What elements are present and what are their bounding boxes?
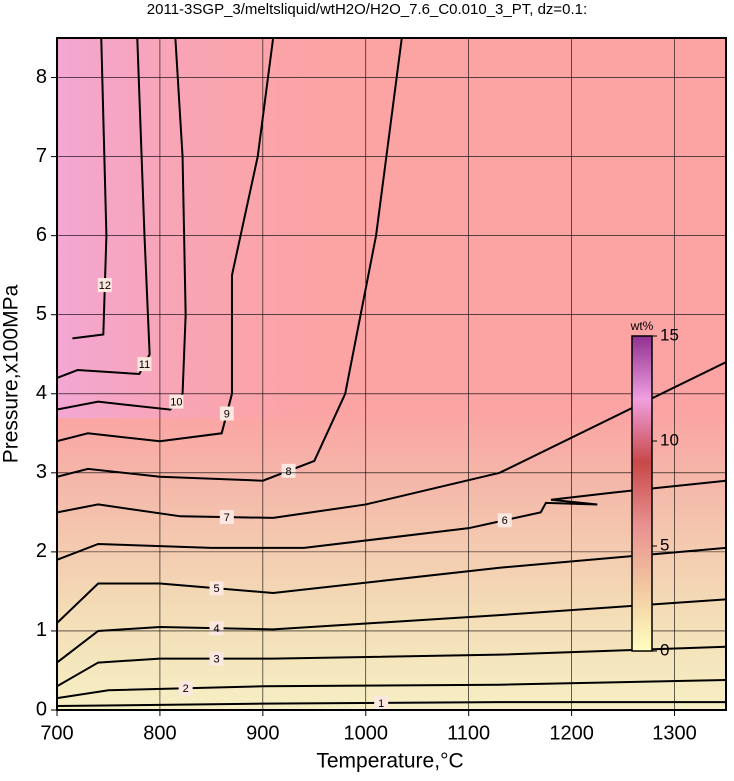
colorbar-label: wt%	[630, 319, 654, 333]
y-tick-label: 5	[36, 303, 47, 325]
x-tick-label: 1200	[549, 722, 594, 744]
contour-label-bg	[219, 510, 234, 525]
contour-label-bg	[137, 357, 152, 372]
x-axis-label: Temperature,°C	[316, 750, 463, 773]
contour-label-bg	[209, 651, 224, 666]
contour-label: 10	[170, 397, 182, 409]
colorbar-tick-label: 5	[660, 535, 669, 554]
plot-shade	[57, 38, 387, 418]
contour-label-bg	[497, 513, 512, 528]
contour-label-bg	[219, 406, 234, 421]
x-tick-label: 1100	[447, 722, 490, 744]
contour-label-bg	[178, 681, 193, 696]
y-tick-label: 7	[36, 145, 47, 167]
contour-label-bg	[97, 278, 112, 293]
contour-label-bg	[209, 581, 224, 596]
y-axis-label: Pressure,x100MPa	[0, 284, 23, 463]
contour-label: 2	[183, 683, 189, 695]
y-tick-label: 8	[36, 66, 47, 88]
contour-label: 8	[286, 466, 292, 478]
contour-label: 4	[213, 623, 219, 635]
contour-label: 11	[139, 359, 150, 371]
y-tick-label: 6	[36, 224, 47, 246]
x-tick-label: 1000	[344, 722, 389, 744]
contour-label: 1	[378, 698, 384, 710]
y-tick-label: 3	[36, 461, 47, 483]
contour-label: 3	[213, 654, 219, 666]
colorbar-tick-label: 15	[660, 325, 679, 344]
contour-label: 6	[502, 515, 508, 527]
contour-label: 12	[99, 280, 111, 292]
colorbar-tick-label: 0	[660, 640, 669, 659]
contour-label: 5	[213, 583, 219, 595]
contour-label-bg	[374, 695, 389, 710]
y-tick-label: 1	[36, 619, 47, 641]
x-tick-label: 700	[40, 722, 73, 744]
contour-label: 7	[224, 512, 230, 524]
y-tick-label: 0	[36, 698, 47, 720]
contour-label-bg	[281, 463, 296, 478]
x-tick-label: 800	[143, 722, 176, 744]
contour-label-bg	[169, 394, 184, 409]
x-tick-label: 1300	[652, 722, 697, 744]
y-tick-label: 2	[36, 540, 47, 562]
y-tick-label: 4	[36, 382, 47, 404]
colorbar-tick-label: 10	[660, 430, 679, 449]
x-tick-label: 900	[246, 722, 279, 744]
contour-label-bg	[209, 621, 224, 636]
contour-label: 9	[224, 408, 230, 420]
colorbar	[631, 335, 653, 652]
plot-frame	[56, 37, 727, 711]
chart-title: 2011-3SGP_3/meltsliquid/wtH2O/H2O_7.6_C0…	[147, 1, 587, 18]
